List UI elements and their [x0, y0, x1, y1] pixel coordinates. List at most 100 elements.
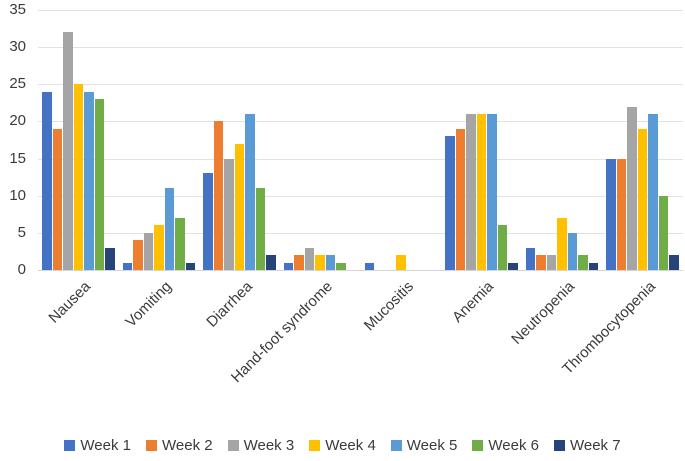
bar-week-5-anemia — [487, 114, 497, 270]
y-tick-label-15: 15 — [9, 149, 26, 167]
bar-week-4-thrombocytopenia — [637, 128, 648, 270]
bar-week-6-vomiting — [175, 218, 185, 270]
bar-week-3-thrombocytopenia — [627, 106, 637, 270]
x-axis-label-mucositis: Mucositis — [360, 278, 417, 335]
legend-swatch-week-6 — [472, 440, 484, 451]
gridline-35 — [38, 10, 683, 11]
bar-group-neutropenia — [522, 10, 603, 270]
bar-week-5-thrombocytopenia — [648, 114, 658, 270]
y-tick-label-30: 30 — [9, 38, 26, 56]
bar-week-1-anemia — [445, 136, 455, 270]
legend-label-week-6: Week 6 — [488, 437, 539, 454]
bar-week-5-hand-foot-syndrome — [325, 255, 336, 270]
bar-week-3-hand-foot-syndrome — [304, 247, 315, 270]
bar-week-2-neutropenia — [536, 255, 546, 270]
legend-label-week-4: Week 4 — [325, 437, 376, 454]
legend-item-week-1: Week 1 — [64, 437, 131, 454]
bar-week-3-vomiting — [143, 232, 154, 270]
y-tick-label-35: 35 — [9, 1, 26, 18]
bar-week-2-thrombocytopenia — [616, 158, 627, 270]
legend-item-week-3: Week 3 — [227, 437, 295, 454]
bar-group-nausea — [38, 10, 119, 270]
bar-week-5-diarrhea — [245, 114, 255, 270]
legend-item-week-2: Week 2 — [146, 437, 213, 454]
x-axis-label-diarrhea: Diarrhea — [202, 278, 256, 331]
bar-week-7-vomiting — [185, 262, 196, 270]
legend-label-week-1: Week 1 — [80, 437, 132, 454]
legend-label-week-3: Week 3 — [243, 437, 295, 454]
legend-label-week-2: Week 2 — [162, 437, 213, 454]
bar-week-2-nausea — [52, 128, 63, 270]
x-axis-label-neutropenia: Neutropenia — [508, 278, 579, 348]
bar-week-7-diarrhea — [266, 255, 276, 270]
bar-group-hand-foot-syndrome — [280, 10, 361, 270]
bar-week-4-mucositis — [396, 255, 406, 270]
bar-week-2-diarrhea — [213, 121, 224, 270]
gridline-10 — [38, 195, 683, 197]
legend-item-week-5: Week 5 — [390, 437, 457, 454]
gridline-0 — [38, 270, 683, 271]
y-tick-label-20: 20 — [9, 112, 26, 130]
bar-week-5-neutropenia — [567, 232, 578, 270]
gridline-25 — [38, 84, 683, 86]
bar-week-4-hand-foot-syndrome — [315, 255, 325, 270]
legend-item-week-4: Week 4 — [309, 437, 376, 454]
bar-week-3-anemia — [466, 114, 476, 270]
bar-week-6-neutropenia — [578, 255, 588, 270]
legend-swatch-week-7 — [553, 440, 565, 451]
legend-swatch-week-5 — [390, 440, 402, 451]
y-tick-label-10: 10 — [9, 186, 26, 204]
bar-week-5-vomiting — [164, 188, 175, 270]
x-axis-label-vomiting: Vomiting — [122, 278, 175, 331]
bar-week-4-diarrhea — [234, 143, 245, 270]
bar-group-mucositis — [361, 10, 442, 270]
y-tick-label-25: 25 — [9, 75, 26, 93]
bar-week-1-thrombocytopenia — [606, 158, 616, 270]
bar-week-2-hand-foot-syndrome — [294, 255, 304, 270]
bar-week-3-nausea — [63, 32, 73, 270]
bar-week-1-nausea — [42, 91, 52, 270]
legend: Week 1 Week 2 Week 3 Week 4 Week 5 Week 6 Week… — [0, 437, 685, 454]
bar-group-diarrhea — [199, 10, 280, 270]
bar-week-1-vomiting — [122, 262, 133, 270]
bar-week-1-hand-foot-syndrome — [283, 262, 294, 270]
legend-item-week-7: Week 7 — [553, 437, 621, 454]
bar-week-3-diarrhea — [224, 158, 234, 270]
bar-week-1-neutropenia — [525, 247, 536, 270]
bar-week-5-nausea — [84, 91, 94, 270]
legend-swatch-week-2 — [146, 440, 158, 451]
bar-week-7-nausea — [105, 247, 115, 270]
bar-week-4-neutropenia — [557, 218, 567, 270]
y-tick-label-0: 0 — [17, 261, 26, 278]
legend-swatch-week-1 — [64, 440, 76, 451]
bar-week-4-nausea — [73, 84, 84, 270]
plot-area — [38, 10, 683, 271]
legend-swatch-week-3 — [227, 440, 239, 451]
gridline-30 — [38, 47, 683, 49]
legend-item-week-6: Week 6 — [472, 437, 539, 454]
bar-week-4-vomiting — [154, 225, 164, 270]
bar-week-7-thrombocytopenia — [669, 255, 679, 270]
gridline-15 — [38, 158, 683, 160]
gridline-20 — [38, 121, 683, 123]
legend-label-week-7: Week 7 — [569, 437, 621, 454]
bar-week-6-nausea — [94, 99, 105, 270]
y-tick-label-5: 5 — [17, 223, 26, 241]
bar-week-7-anemia — [508, 262, 518, 270]
bar-week-1-mucositis — [364, 262, 375, 270]
x-axis-label-anemia: Anemia — [449, 278, 498, 326]
bar-group-anemia — [441, 10, 522, 270]
bar-group-thrombocytopenia — [602, 10, 683, 270]
legend-swatch-week-4 — [309, 440, 321, 451]
bar-week-2-anemia — [455, 128, 466, 270]
bar-week-4-anemia — [476, 114, 487, 270]
bar-week-2-vomiting — [133, 240, 143, 270]
bar-group-vomiting — [119, 10, 200, 270]
bar-week-6-anemia — [497, 225, 508, 270]
bar-week-3-neutropenia — [546, 255, 557, 270]
bar-week-6-hand-foot-syndrome — [336, 262, 346, 270]
bar-week-6-thrombocytopenia — [658, 195, 669, 270]
bar-week-1-diarrhea — [203, 173, 213, 270]
bar-week-7-neutropenia — [588, 262, 599, 270]
